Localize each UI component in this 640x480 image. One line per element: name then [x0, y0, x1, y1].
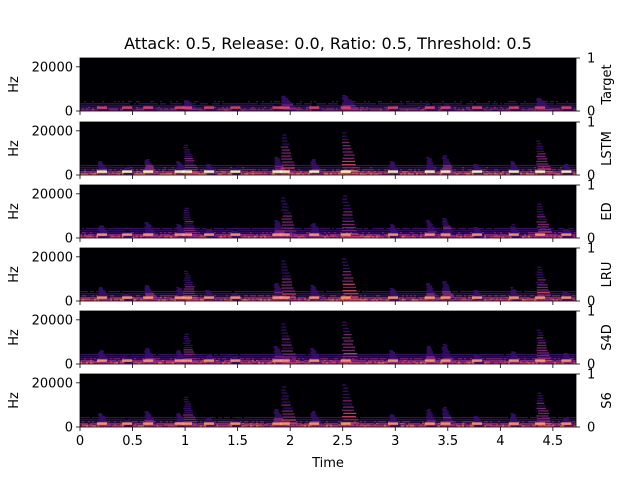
x-tick-label: 4.5: [543, 434, 564, 449]
y-tick-label: 0: [65, 232, 73, 247]
panel-frame: [79, 57, 577, 112]
panel-target: 0 20000 Hz 0 1 Target: [7, 52, 615, 120]
panel-frame: [79, 184, 577, 239]
right-tick-label: 1: [587, 368, 595, 383]
panel-label-target: Target: [600, 64, 615, 105]
panel-s4d: 0 20000 Hz 0 1 S4D: [7, 305, 615, 373]
y-axis-label: Hz: [7, 76, 22, 93]
panel-frame: [79, 373, 577, 428]
right-tick-label: 0: [587, 421, 595, 436]
panel-frame: [79, 310, 577, 365]
panel-lru: 0 20000 Hz 0 1 LRU: [7, 242, 615, 310]
y-axis-label: Hz: [7, 140, 22, 157]
x-tick-label: 2.5: [332, 434, 353, 449]
spectrogram-background: [80, 374, 576, 427]
y-tick-label: 20000: [32, 187, 73, 202]
x-tick-label: 2: [286, 434, 294, 449]
x-tick-label: 0: [76, 434, 84, 449]
x-tick-label: 1: [181, 434, 189, 449]
x-tick-label: 1.5: [227, 434, 248, 449]
panel-label-ed: ED: [600, 202, 615, 220]
spectrogram-background: [80, 248, 576, 301]
y-axis-label: Hz: [7, 392, 22, 409]
panel-frame: [79, 247, 577, 302]
right-tick-label: 1: [587, 242, 595, 257]
right-tick-label: 0: [587, 169, 595, 184]
spectrogram-background: [80, 185, 576, 238]
right-tick-label: 0: [587, 232, 595, 247]
right-tick-label: 0: [587, 358, 595, 373]
x-tick-label: 0.5: [122, 434, 143, 449]
spectrogram-background: [80, 311, 576, 364]
x-axis-label: Time: [311, 456, 344, 471]
spectrogram-image: [80, 321, 576, 364]
y-tick-label: 0: [65, 358, 73, 373]
panel-label-lru: LRU: [600, 262, 615, 288]
spectrogram-background: [80, 122, 576, 175]
spectrogram-image: [80, 132, 576, 175]
chart-title: Attack: 0.5, Release: 0.0, Ratio: 0.5, T…: [124, 34, 532, 53]
right-tick-label: 1: [587, 305, 595, 320]
y-tick-label: 20000: [32, 250, 73, 265]
panel-s6: 0 20000 Hz 0 1 S6: [7, 368, 615, 436]
x-tick-label: 3: [391, 434, 399, 449]
panel-label-s4d: S4D: [600, 324, 615, 351]
y-tick-label: 20000: [32, 60, 73, 75]
spectrogram-background: [80, 58, 576, 111]
right-tick-label: 1: [587, 179, 595, 194]
x-tick-label: 4: [496, 434, 504, 449]
right-tick-label: 0: [587, 295, 595, 310]
y-tick-label: 0: [65, 169, 73, 184]
spectrogram-image: [80, 384, 576, 427]
x-axis: 0 0.5 1 1.5 2 2.5 3 3.5 4 4.5: [76, 434, 563, 449]
y-tick-label: 20000: [32, 313, 73, 328]
spectrogram-image: [80, 95, 576, 111]
panel-ed: 0 20000 Hz 0 1 ED: [7, 179, 615, 247]
y-tick-label: 20000: [32, 376, 73, 391]
y-tick-label: 0: [65, 105, 73, 120]
spectrogram-image: [80, 195, 576, 238]
spectrogram-panels: 020000Hz01Target020000Hz01LSTM020000Hz01…: [7, 52, 615, 436]
panel-frame: [79, 121, 577, 176]
y-tick-label: 0: [65, 295, 73, 310]
spectrogram-image: [80, 258, 576, 301]
y-axis-label: Hz: [7, 329, 22, 346]
y-axis-label: Hz: [7, 266, 22, 283]
y-tick-label: 0: [65, 421, 73, 436]
panel-label-lstm: LSTM: [600, 131, 615, 166]
y-axis-label: Hz: [7, 203, 22, 220]
panel-label-s6: S6: [600, 392, 615, 409]
right-tick-label: 0: [587, 105, 595, 120]
right-tick-label: 1: [587, 116, 595, 131]
right-tick-label: 1: [587, 52, 595, 67]
y-tick-label: 20000: [32, 124, 73, 139]
x-tick-label: 3.5: [437, 434, 458, 449]
panel-lstm: 0 20000 Hz 0 1 LSTM: [7, 116, 615, 184]
